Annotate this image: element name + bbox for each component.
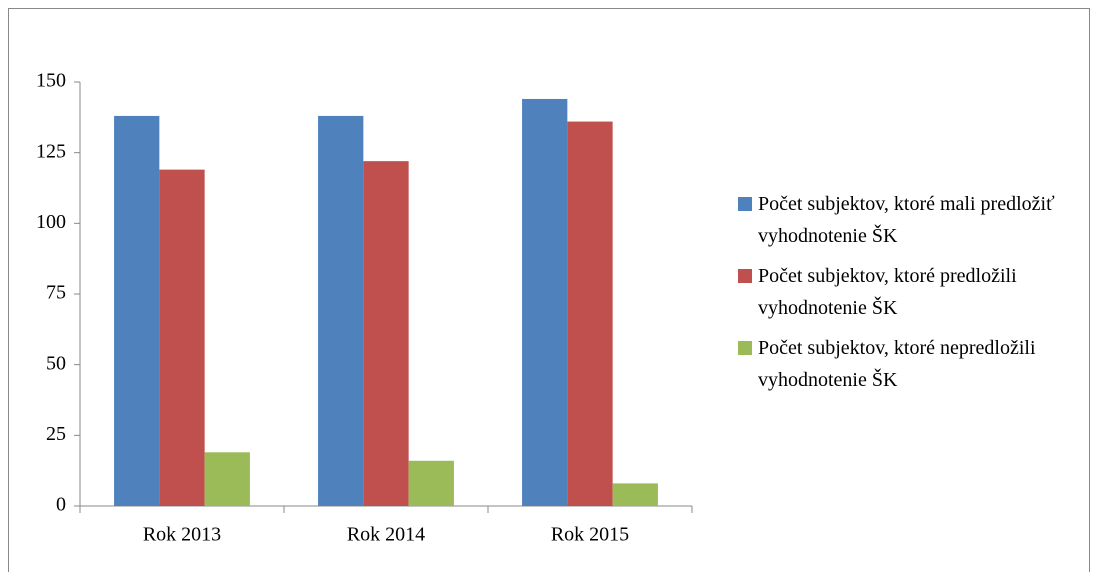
legend-label: Počet subjektov, ktoré predložili vyhodn…	[758, 265, 1017, 319]
y-tick-label: 75	[46, 282, 66, 304]
y-tick-label: 100	[36, 211, 66, 233]
y-tick-label: 0	[56, 494, 66, 516]
bar	[159, 169, 205, 507]
legend-swatch	[738, 197, 752, 211]
chart-frame	[8, 8, 1090, 572]
bar	[408, 460, 454, 506]
legend-label: Počet subjektov, ktoré nepredložili vyho…	[758, 337, 1036, 391]
legend-swatch	[738, 269, 752, 283]
bar	[522, 98, 568, 507]
x-tick-label: Rok 2013	[143, 524, 221, 546]
legend-item: Počet subjektov, ktoré predložili vyhodn…	[738, 260, 1083, 324]
y-tick-label: 125	[36, 140, 66, 162]
bar	[612, 483, 658, 506]
bar	[363, 161, 409, 506]
y-tick-label: 50	[46, 352, 66, 374]
legend-item: Počet subjektov, ktoré nepredložili vyho…	[738, 332, 1083, 396]
legend-label: Počet subjektov, ktoré mali predložiť vy…	[758, 193, 1055, 247]
bar	[567, 121, 613, 506]
bar	[204, 452, 250, 506]
x-tick-label: Rok 2014	[347, 524, 425, 546]
bar	[318, 115, 364, 507]
y-tick-label: 150	[36, 70, 66, 92]
x-tick-label: Rok 2015	[551, 524, 629, 546]
legend: Počet subjektov, ktoré mali predložiť vy…	[738, 188, 1083, 404]
legend-swatch	[738, 341, 752, 355]
y-tick-label: 25	[46, 423, 66, 445]
bar	[114, 115, 160, 507]
legend-item: Počet subjektov, ktoré mali predložiť vy…	[738, 188, 1083, 252]
